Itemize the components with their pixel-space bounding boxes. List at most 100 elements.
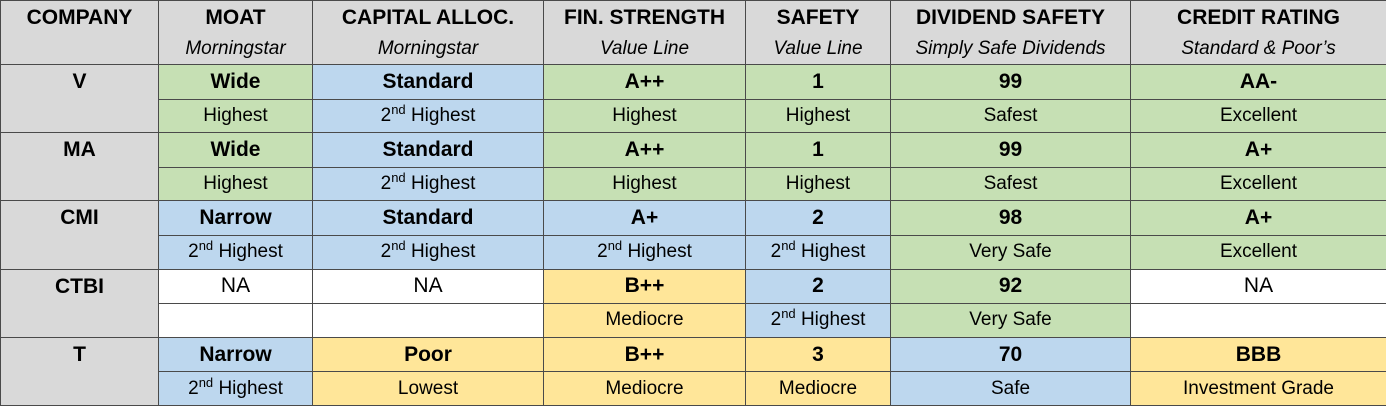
header-source-dividend-safety: Simply Safe Dividends	[890, 34, 1131, 66]
dividend-safety-value: 99	[890, 132, 1131, 168]
rank-suffix: nd	[198, 238, 214, 254]
header-source-safety: Value Line	[745, 34, 891, 66]
header-company: COMPANY	[0, 0, 159, 35]
rank-suffix: nd	[391, 170, 406, 186]
header-source-capital-alloc: Morningstar	[312, 34, 544, 66]
dividend-safety-desc: Very Safe	[890, 303, 1131, 338]
moat-desc: 2nd Highest	[158, 371, 313, 406]
credit-rating-desc: Investment Grade	[1130, 371, 1386, 406]
capital-alloc-desc: 2nd Highest	[312, 235, 544, 270]
dividend-safety-desc: Very Safe	[890, 235, 1131, 270]
moat-value: Wide	[158, 132, 313, 168]
moat-value: Wide	[158, 64, 313, 100]
capital-alloc-desc: Lowest	[312, 371, 544, 406]
safety-value: 1	[745, 64, 891, 100]
safety-desc: Highest	[745, 166, 891, 202]
header-source-fin-strength: Value Line	[543, 34, 746, 66]
rank-suffix: nd	[198, 374, 214, 390]
company-cell-blank	[0, 235, 159, 270]
capital-alloc-value: Poor	[312, 336, 544, 373]
rank-label: Highest	[405, 104, 476, 126]
safety-value: 2	[745, 268, 891, 305]
moat-desc	[158, 303, 313, 338]
rank-suffix: nd	[607, 238, 623, 254]
credit-rating-value: BBB	[1130, 336, 1386, 373]
safety-desc: 2nd Highest	[745, 235, 891, 270]
table-row-desc: Highest 2nd Highest Highest Highest Safest Ex…	[0, 98, 1386, 134]
table-row-desc: 2nd Highest 2nd Highest 2nd Highest 2nd Hig…	[0, 235, 1386, 270]
rank-number: 2	[380, 241, 392, 263]
table-row: T Narrow Poor B++ 3 70 BBB	[0, 336, 1386, 373]
credit-rating-desc: Excellent	[1130, 166, 1386, 202]
capital-alloc-value: Standard	[312, 132, 544, 168]
fin-strength-desc: Highest	[543, 166, 746, 202]
company-cell-blank	[0, 371, 159, 406]
safety-value: 2	[745, 200, 891, 237]
rank-label: Highest	[405, 173, 476, 195]
moat-value: Narrow	[158, 336, 313, 373]
header-fin-strength: FIN. STRENGTH	[543, 0, 746, 35]
safety-desc: Highest	[745, 98, 891, 134]
header-source-row: Morningstar Morningstar Value Line Value…	[0, 34, 1386, 66]
company-cell-blank	[0, 167, 159, 202]
header-moat: MOAT	[158, 0, 313, 35]
fin-strength-desc: 2nd Highest	[543, 235, 746, 270]
rank-number: 2	[188, 377, 199, 399]
fin-strength-value: A++	[543, 132, 746, 168]
rank-label: Highest	[405, 241, 476, 263]
table-row-desc: Mediocre 2nd Highest Very Safe	[0, 303, 1386, 338]
fin-strength-value: A++	[543, 64, 746, 100]
moat-desc: Highest	[158, 98, 313, 134]
credit-rating-desc: Excellent	[1130, 235, 1386, 270]
credit-rating-desc: Excellent	[1130, 98, 1386, 134]
header-safety: SAFETY	[745, 0, 891, 35]
company-cell-blank	[0, 99, 159, 134]
capital-alloc-value: Standard	[312, 200, 544, 237]
company-cell: MA	[0, 132, 159, 168]
header-capital-alloc: CAPITAL ALLOC.	[312, 0, 544, 35]
header-source-moat: Morningstar	[158, 34, 313, 66]
safety-value: 1	[745, 132, 891, 168]
company-cell: CTBI	[0, 268, 159, 304]
safety-value: 3	[745, 336, 891, 373]
fin-strength-desc: Mediocre	[543, 303, 746, 338]
safety-desc: Mediocre	[745, 371, 891, 406]
fin-strength-value: B++	[543, 268, 746, 305]
credit-rating-value: AA-	[1130, 64, 1386, 100]
dividend-safety-value: 99	[890, 64, 1131, 100]
rank-label: Highest	[795, 309, 866, 331]
moat-desc: Highest	[158, 166, 313, 202]
fin-strength-desc: Mediocre	[543, 371, 746, 406]
credit-rating-value: A+	[1130, 200, 1386, 237]
header-source-company	[0, 34, 159, 66]
header-dividend-safety: DIVIDEND SAFETY	[890, 0, 1131, 35]
capital-alloc-desc: 2nd Highest	[312, 98, 544, 134]
dividend-safety-value: 92	[890, 268, 1131, 305]
moat-value: Narrow	[158, 200, 313, 237]
rank-label: Highest	[213, 377, 283, 399]
rank-suffix: nd	[391, 238, 406, 254]
moat-desc: 2nd Highest	[158, 235, 313, 270]
rank-label: Highest	[795, 241, 866, 263]
rank-suffix: nd	[781, 306, 796, 322]
safety-desc: 2nd Highest	[745, 303, 891, 338]
table-row: CTBI NA NA B++ 2 92 NA	[0, 268, 1386, 305]
dividend-safety-value: 98	[890, 200, 1131, 237]
company-cell: V	[0, 64, 159, 100]
credit-rating-value: NA	[1130, 268, 1386, 305]
table-row: CMI Narrow Standard A+ 2 98 A+	[0, 200, 1386, 237]
capital-alloc-value: Standard	[312, 64, 544, 100]
company-cell-blank	[0, 303, 159, 338]
rank-number: 2	[188, 241, 199, 263]
table-row: V Wide Standard A++ 1 99 AA-	[0, 64, 1386, 100]
company-cell: T	[0, 336, 159, 372]
table-row: MA Wide Standard A++ 1 99 A+	[0, 132, 1386, 168]
capital-alloc-value: NA	[312, 268, 544, 305]
company-cell: CMI	[0, 200, 159, 236]
table-row-desc: 2nd Highest Lowest Mediocre Mediocre Safe Inv…	[0, 371, 1386, 406]
moat-value: NA	[158, 268, 313, 305]
capital-alloc-desc	[312, 303, 544, 338]
credit-rating-desc	[1130, 303, 1386, 338]
